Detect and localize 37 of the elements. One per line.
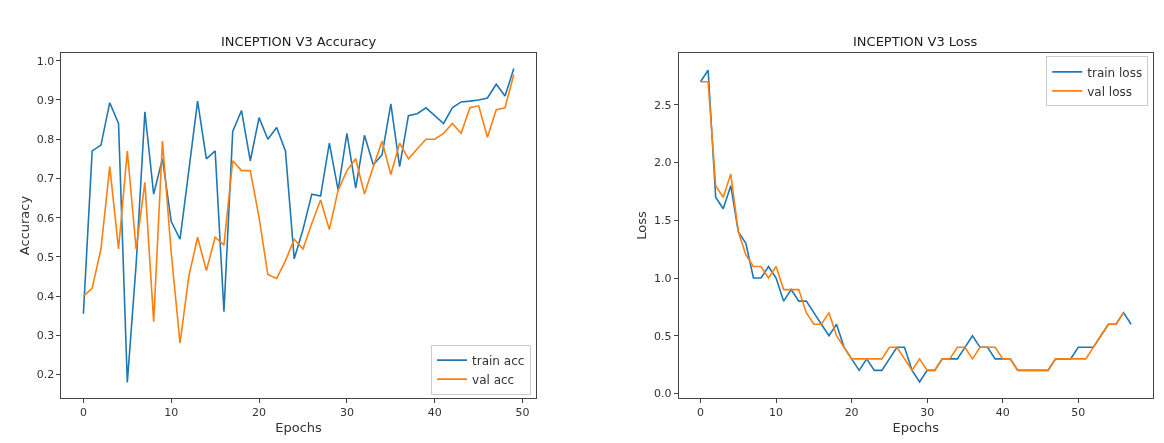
- x-tick-label: 40: [995, 406, 1010, 420]
- y-tick-label: 1.0: [36, 54, 55, 68]
- y-tick-label: 2.5: [653, 98, 672, 112]
- x-tick-label: 10: [769, 406, 784, 420]
- x-tick-label: 50: [515, 406, 530, 420]
- legend-label: val loss: [1087, 84, 1133, 99]
- x-tick-label: 40: [427, 406, 442, 420]
- y-tick-label: 2.0: [653, 156, 672, 170]
- y-tick-label: 0.2: [36, 368, 55, 382]
- legend-label: train acc: [472, 353, 525, 368]
- x-axis-title: Epochs: [892, 419, 940, 435]
- legend-label: train loss: [1087, 65, 1143, 80]
- chart-title: INCEPTION V3 Accuracy: [221, 34, 377, 49]
- y-axis-title: Accuracy: [16, 195, 32, 256]
- y-tick-label: 1.5: [653, 214, 672, 228]
- legend-label: val acc: [472, 372, 515, 387]
- y-tick-label: 0.5: [36, 250, 55, 264]
- y-tick-label: 0.9: [36, 93, 55, 107]
- chart-title: INCEPTION V3 Loss: [853, 34, 978, 49]
- x-tick-label: 30: [339, 406, 354, 420]
- y-tick-label: 0.5: [653, 329, 672, 343]
- x-tick-label: 20: [252, 406, 267, 420]
- x-tick-label: 10: [164, 406, 179, 420]
- y-tick-label: 0.3: [36, 329, 55, 343]
- y-tick-label: 0.4: [36, 289, 55, 303]
- y-axis-title: Loss: [633, 211, 649, 240]
- x-axis-title: Epochs: [275, 419, 323, 435]
- y-tick-label: 1.0: [653, 271, 672, 285]
- y-tick-label: 0.6: [36, 211, 55, 225]
- x-tick-label: 20: [844, 406, 859, 420]
- x-tick-label: 0: [79, 406, 87, 420]
- x-tick-label: 0: [697, 406, 705, 420]
- y-tick-label: 0.8: [36, 133, 55, 147]
- x-tick-label: 50: [1071, 406, 1086, 420]
- y-tick-label: 0.7: [36, 172, 55, 186]
- x-tick-label: 30: [920, 406, 935, 420]
- y-tick-label: 0.0: [653, 387, 672, 401]
